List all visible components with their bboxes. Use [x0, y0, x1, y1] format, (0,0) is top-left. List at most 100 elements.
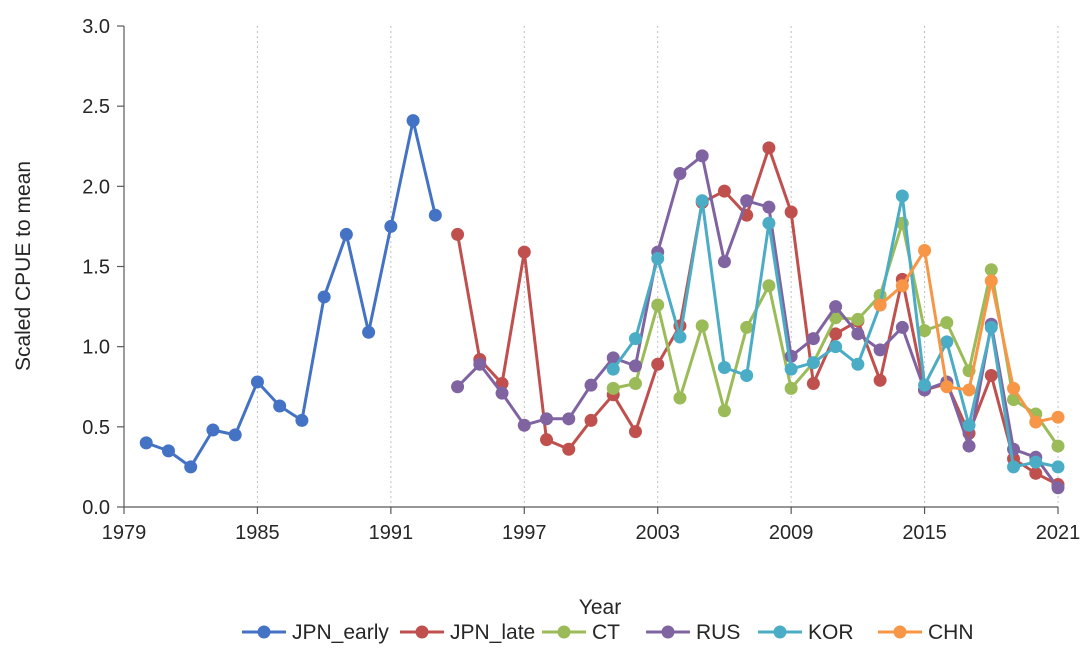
legend-item-ct: CT [542, 621, 620, 644]
data-point [851, 312, 865, 326]
data-point [851, 327, 865, 341]
data-point [873, 373, 887, 387]
x-tick-label: 1997 [502, 522, 547, 544]
data-point [451, 227, 465, 241]
legend-item-jpn-early: JPN_early [242, 621, 389, 644]
data-point [161, 444, 175, 458]
data-point [517, 418, 531, 432]
data-point [851, 357, 865, 371]
legend-swatch-marker [893, 625, 907, 639]
legend-item-jpn-late: JPN_late [400, 621, 535, 644]
data-point [584, 413, 598, 427]
data-point [918, 243, 932, 257]
y-tick-label: 0.5 [82, 417, 110, 439]
data-point [362, 325, 376, 339]
legend-swatch-marker [257, 625, 271, 639]
data-point [628, 377, 642, 391]
data-point [628, 425, 642, 439]
data-point [695, 194, 709, 208]
data-point [940, 335, 954, 349]
y-axis-title: Scaled CPUE to mean [12, 161, 35, 371]
data-point [673, 167, 687, 181]
series-line [456, 146, 1059, 486]
data-point [784, 381, 798, 395]
data-point [762, 216, 776, 230]
data-point [984, 320, 998, 334]
x-tick-label: 2015 [902, 522, 947, 544]
data-point [918, 378, 932, 392]
legend-label: JPN_late [450, 621, 535, 644]
data-point [806, 356, 820, 370]
x-tick-label: 2021 [1036, 522, 1081, 544]
data-point [962, 439, 976, 453]
series-kor [606, 189, 1065, 474]
data-point [628, 332, 642, 346]
x-tick-label: 2003 [635, 522, 680, 544]
data-point [273, 399, 287, 413]
legend-swatch-marker [661, 625, 675, 639]
data-point [895, 320, 909, 334]
data-point [562, 412, 576, 426]
data-point [428, 208, 442, 222]
data-point [784, 205, 798, 219]
legend-label: KOR [808, 621, 854, 644]
data-point [628, 359, 642, 373]
x-tick-label: 1979 [102, 522, 147, 544]
data-point [250, 375, 264, 389]
y-tick-label: 2.5 [82, 96, 110, 118]
data-point [451, 380, 465, 394]
data-point [740, 194, 754, 208]
series-line [456, 154, 1060, 489]
data-point [540, 433, 554, 447]
data-point [139, 436, 153, 450]
data-point [295, 413, 309, 427]
legend-label: JPN_early [292, 621, 389, 644]
y-tick-label: 2.0 [82, 176, 110, 198]
data-point [918, 324, 932, 338]
data-point [1007, 460, 1021, 474]
data-point [651, 298, 665, 312]
axes: 0.0 0.5 1.0 1.5 2.0 2.5 3.0 1979 1985 1991 1997 200… [82, 16, 1080, 544]
data-point [495, 386, 509, 400]
data-point [1029, 415, 1043, 429]
legend: JPN_early JPN_late CT RUS KOR CHN [242, 621, 974, 644]
x-axis-title: Year [579, 596, 621, 619]
legend-item-kor: KOR [758, 621, 854, 644]
data-point [695, 319, 709, 333]
data-point [339, 227, 353, 241]
legend-item-rus: RUS [646, 621, 740, 644]
data-point [606, 381, 620, 395]
data-point [651, 357, 665, 371]
series-jpn-late [451, 141, 1065, 492]
y-tick-label: 1.0 [82, 337, 110, 359]
data-point [1051, 460, 1065, 474]
data-point [717, 184, 731, 198]
x-tick-label: 2009 [769, 522, 814, 544]
series-jpn-early [139, 114, 442, 474]
legend-swatch-marker [415, 625, 429, 639]
data-point [829, 300, 843, 314]
data-point [784, 362, 798, 376]
data-point [940, 380, 954, 394]
series-chn [873, 243, 1065, 429]
data-point [695, 149, 709, 163]
data-point [762, 200, 776, 214]
x-tick-label: 1985 [235, 522, 280, 544]
data-point [829, 340, 843, 354]
data-point [895, 189, 909, 203]
data-point [873, 343, 887, 357]
data-point [1029, 455, 1043, 469]
legend-item-chn: CHN [878, 621, 974, 644]
data-point [673, 391, 687, 405]
data-point [717, 404, 731, 418]
data-point [584, 378, 598, 392]
data-point [1007, 381, 1021, 395]
data-point [606, 362, 620, 376]
data-point [940, 316, 954, 330]
data-point [651, 251, 665, 265]
data-point [517, 245, 531, 259]
data-point [984, 369, 998, 383]
data-point [184, 460, 198, 474]
data-point [829, 327, 843, 341]
